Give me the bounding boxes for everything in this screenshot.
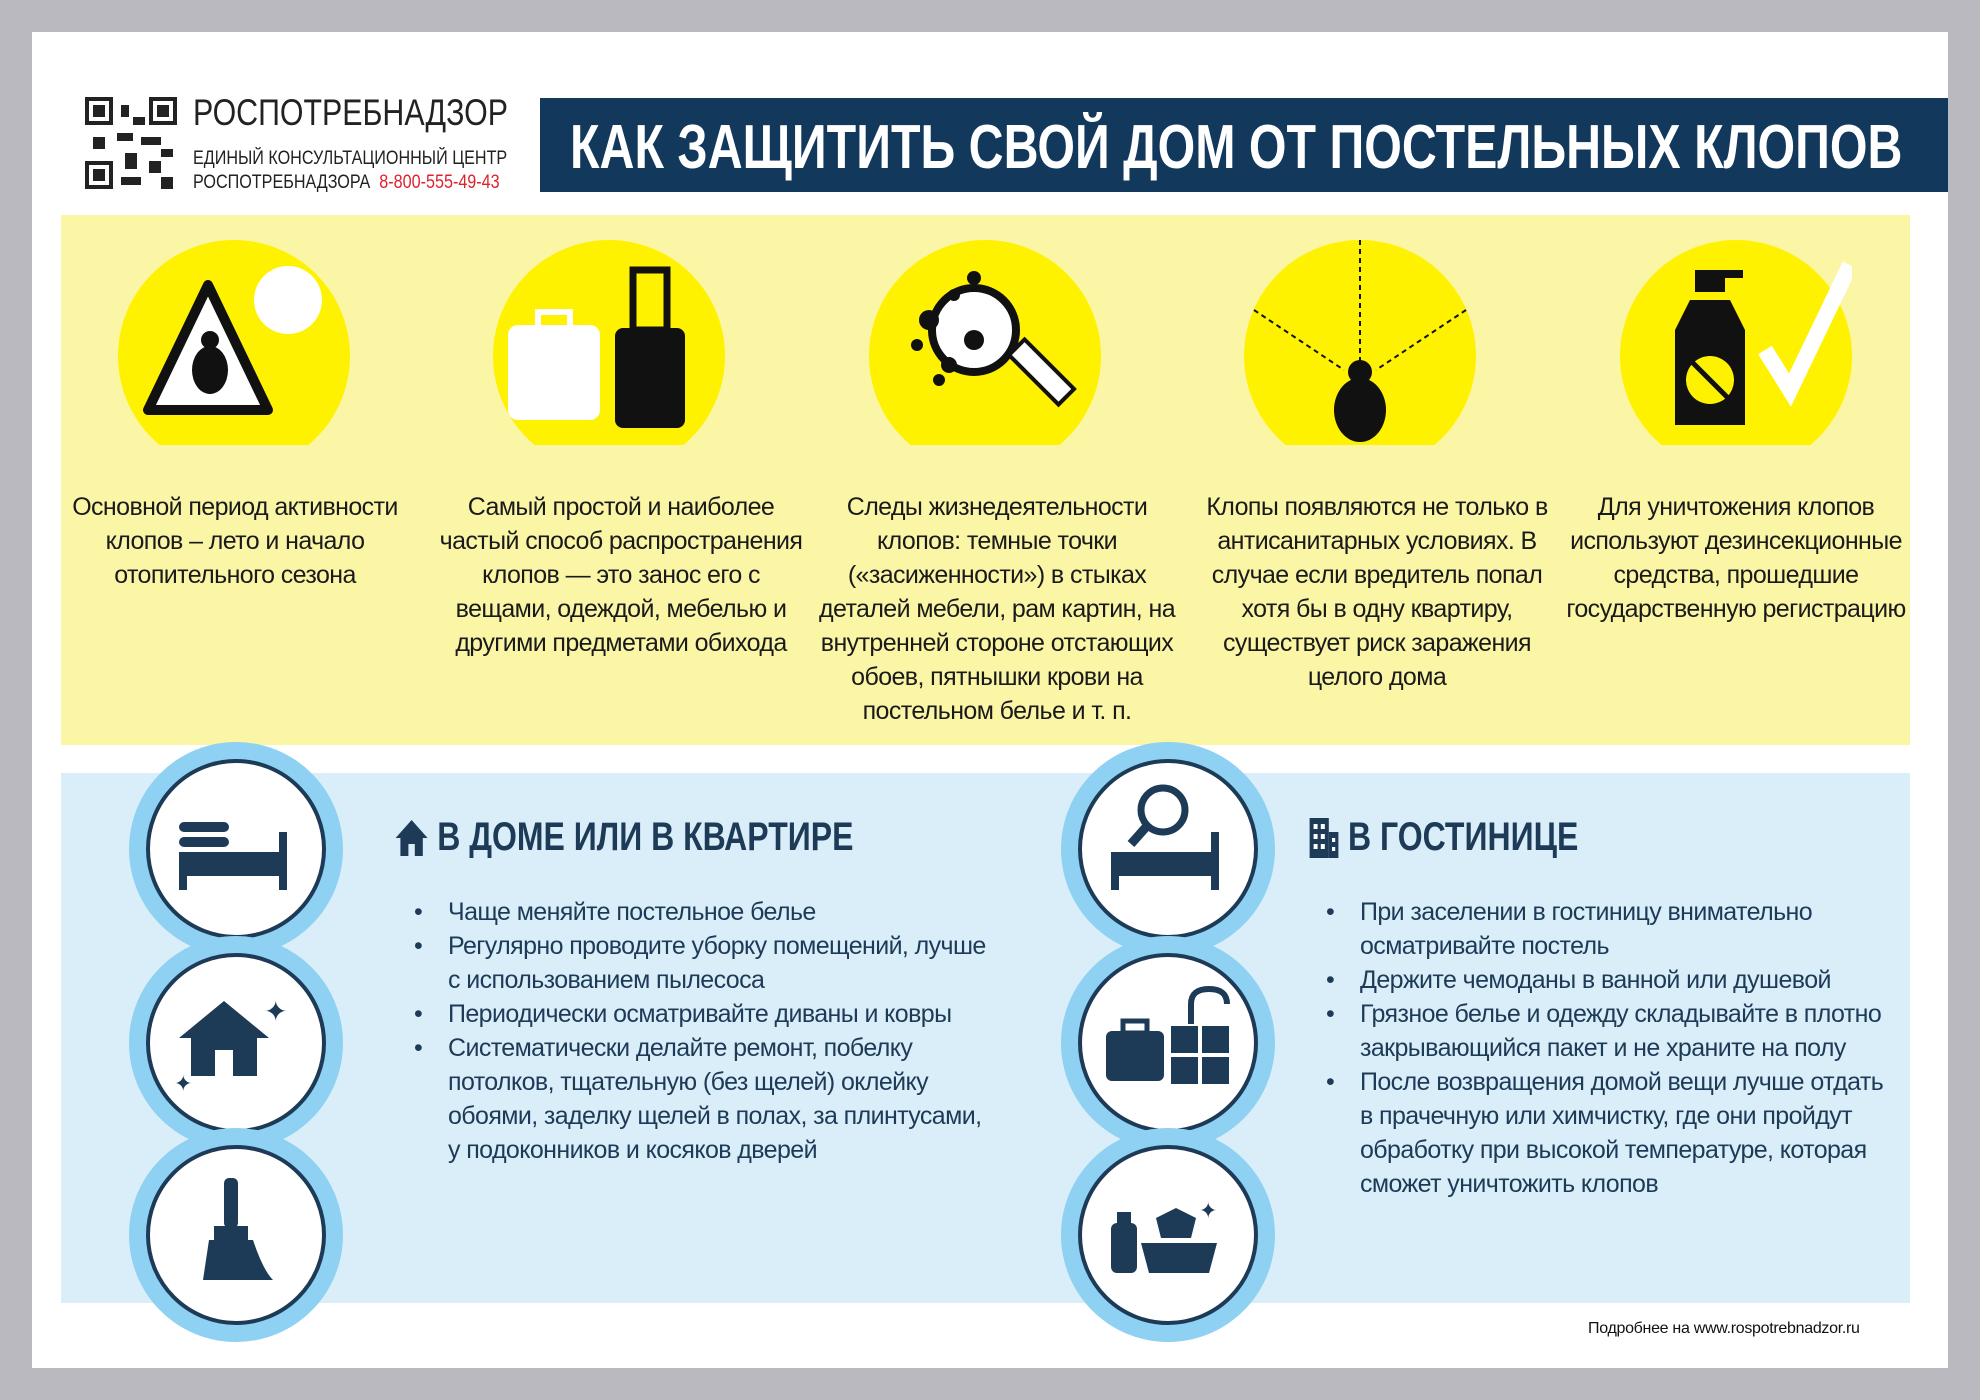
svg-text:✦: ✦ bbox=[174, 1071, 192, 1096]
fact-text: Для уничтожения клопов используют дезинс… bbox=[1566, 493, 1906, 623]
fact-text: Следы жизнедеятельности клопов: темные т… bbox=[818, 493, 1176, 725]
insecticide-icon bbox=[1620, 240, 1852, 445]
list-item: Систематически делайте ремонт, побелку п… bbox=[414, 1031, 994, 1167]
list-item: Грязное белье и одежду складывайте в пло… bbox=[1326, 997, 1886, 1065]
qr-code bbox=[85, 97, 177, 189]
page-title: КАК ЗАЩИТИТЬ СВОЙ ДОМ ОТ ПОСТЕЛЬНЫХ КЛОП… bbox=[570, 113, 1903, 182]
bedbug-icon bbox=[1244, 240, 1476, 445]
hotel-title: В ГОСТИНИЦЕ bbox=[1348, 815, 1579, 859]
suitcase-bathroom-icon bbox=[1061, 936, 1275, 1150]
org-name: РОСПОТРЕБНАДЗОР bbox=[193, 92, 508, 133]
house-icon bbox=[395, 819, 428, 856]
fact-text: Основной период активности клопов – лето… bbox=[72, 493, 398, 589]
title-banner: КАК ЗАЩИТИТЬ СВОЙ ДОМ ОТ ПОСТЕЛЬНЫХ КЛОП… bbox=[540, 98, 1948, 192]
footer-link[interactable]: Подробнее на www.rospotrebnadzor.ru bbox=[1588, 1320, 1860, 1337]
svg-text:✦: ✦ bbox=[1199, 1198, 1217, 1223]
list-item: Периодически осматривайте диваны и ковры bbox=[414, 997, 994, 1031]
home-title: В ДОМЕ ИЛИ В КВАРТИРЕ bbox=[437, 815, 854, 859]
house-cleaning-icon: ✦ ✦ bbox=[129, 936, 343, 1150]
phone-number: 8-800-555-49-43 bbox=[379, 172, 500, 193]
luggage-icon bbox=[493, 240, 725, 445]
building-icon bbox=[1309, 817, 1339, 858]
list-item: Регулярно проводите уборку помещений, лу… bbox=[414, 929, 994, 997]
list-item: После возвращения домой вещи лучше отдат… bbox=[1326, 1065, 1886, 1201]
center-label: ЕДИНЫЙ КОНСУЛЬТАЦИОННЫЙ ЦЕНТР bbox=[193, 148, 508, 169]
fact-text: Клопы появляются не только в антисанитар… bbox=[1206, 493, 1548, 691]
bed-inspection-icon bbox=[1061, 742, 1275, 956]
center-label-2: РОСПОТРЕБНАДЗОРА 8-800-555-49-43 bbox=[193, 172, 500, 193]
magnifier-icon bbox=[869, 240, 1101, 445]
hotel-tips: При заселении в гостиницу внимательно ос… bbox=[1326, 895, 1886, 1201]
fact-text: Самый простой и наиболее частый способ р… bbox=[439, 493, 803, 657]
bed-icon bbox=[129, 742, 343, 956]
bedbug-warning-icon bbox=[118, 240, 350, 445]
list-item: Чаще меняйте постельное белье bbox=[414, 895, 994, 929]
svg-text:✦: ✦ bbox=[264, 996, 287, 1027]
hotel-heading: В ГОСТИНИЦЕ bbox=[1308, 815, 1578, 860]
home-tips: Чаще меняйте постельное белье Регулярно … bbox=[414, 895, 994, 1167]
home-heading: В ДОМЕ ИЛИ В КВАРТИРЕ bbox=[394, 815, 853, 860]
list-item: При заселении в гостиницу внимательно ос… bbox=[1326, 895, 1886, 963]
broom-icon bbox=[129, 1128, 343, 1342]
laundry-icon: ✦ bbox=[1061, 1128, 1275, 1342]
list-item: Держите чемоданы в ванной или душевой bbox=[1326, 963, 1886, 997]
